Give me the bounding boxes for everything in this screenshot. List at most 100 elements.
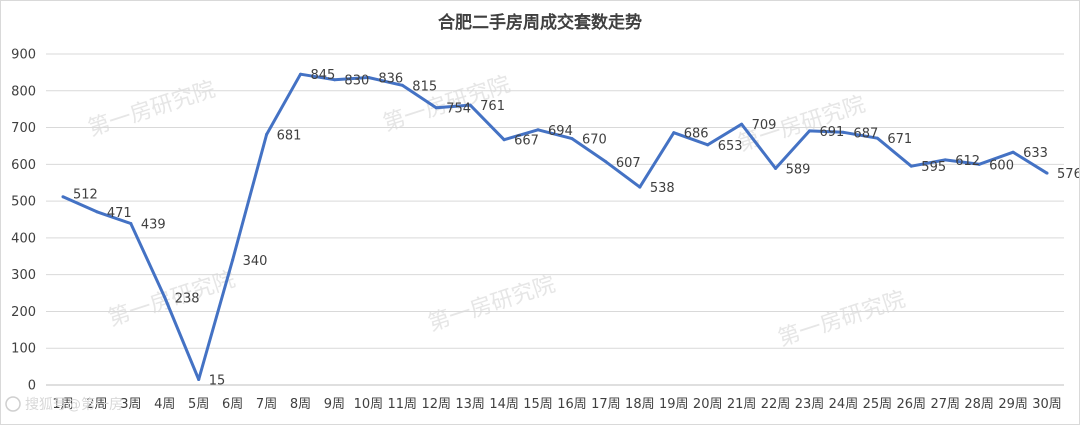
data-label: 830 <box>344 74 369 89</box>
y-tick-label: 100 <box>11 342 36 357</box>
data-label: 845 <box>311 68 336 83</box>
x-tick-label: 29周 <box>998 397 1028 412</box>
data-point <box>943 158 947 162</box>
data-label: 439 <box>141 218 166 233</box>
y-tick-label: 700 <box>11 121 36 136</box>
x-tick-label: 5周 <box>188 397 209 412</box>
data-point <box>332 78 336 82</box>
logo-icon <box>5 396 21 412</box>
y-tick-label: 400 <box>11 231 36 246</box>
x-tick-label: 18周 <box>625 397 655 412</box>
series-line <box>62 72 1048 381</box>
x-tick-label: 26周 <box>897 397 927 412</box>
data-point <box>604 160 608 164</box>
data-label: 576 <box>1057 167 1079 182</box>
watermark-text: 第一房研究院 <box>85 77 218 142</box>
logo: 搜狐号@第一房 <box>5 396 123 413</box>
logo-text: 搜狐号@第一房 <box>25 396 123 413</box>
data-point <box>1011 150 1015 154</box>
gridlines <box>46 53 1064 386</box>
series-layer <box>61 72 1049 381</box>
y-tick-label: 300 <box>11 268 36 283</box>
data-label: 671 <box>887 132 912 147</box>
data-labels: 512 471 439 238 15 340 681 845 830 836 815 754 761 66… <box>73 68 1079 388</box>
x-tick-label: 30周 <box>1032 397 1062 412</box>
data-point <box>909 164 913 168</box>
y-tick-label: 600 <box>11 158 36 173</box>
data-point <box>774 166 778 170</box>
data-label: 694 <box>548 124 573 139</box>
x-tick-label: 2周 <box>86 397 107 412</box>
x-tick-label: 23周 <box>795 397 825 412</box>
data-point <box>366 76 370 80</box>
data-point <box>977 162 981 166</box>
x-tick-label: 27周 <box>930 397 960 412</box>
data-point <box>706 143 710 147</box>
x-tick-label: 6周 <box>222 397 243 412</box>
data-label: 687 <box>853 126 878 141</box>
data-label: 681 <box>277 129 302 144</box>
data-label: 612 <box>955 154 980 169</box>
x-tick-label: 28周 <box>964 397 994 412</box>
x-tick-label: 15周 <box>523 397 553 412</box>
x-tick-label: 7周 <box>256 397 277 412</box>
data-label: 238 <box>175 291 200 306</box>
x-tick-label: 3周 <box>120 397 141 412</box>
data-label: 667 <box>514 134 539 149</box>
x-tick-label: 25周 <box>863 397 893 412</box>
x-tick-label: 17周 <box>591 397 621 412</box>
data-point <box>231 258 235 262</box>
data-label: 633 <box>1023 146 1048 161</box>
data-point <box>570 137 574 141</box>
data-label: 836 <box>378 72 403 87</box>
data-label: 691 <box>820 125 845 140</box>
data-point <box>672 131 676 135</box>
x-tick-label: 21周 <box>727 397 757 412</box>
watermark-text: 第一房研究院 <box>425 272 558 337</box>
y-tick-label: 900 <box>11 48 36 63</box>
data-point <box>95 210 99 214</box>
data-label: 471 <box>107 206 132 221</box>
y-tick-label: 0 <box>28 379 36 394</box>
data-point <box>841 130 845 134</box>
data-point <box>163 295 167 299</box>
data-point <box>1045 171 1049 175</box>
data-point <box>536 128 540 132</box>
x-tick-label: 9周 <box>324 397 345 412</box>
data-point <box>808 129 811 133</box>
data-point <box>129 222 133 226</box>
data-label: 686 <box>684 127 709 142</box>
chart-title: 合肥二手房周成交套数走势 <box>438 12 642 33</box>
data-label: 709 <box>752 118 777 133</box>
y-tick-label: 200 <box>11 305 36 320</box>
data-label: 15 <box>209 373 226 388</box>
data-point <box>502 138 506 142</box>
data-point <box>299 72 302 76</box>
data-point <box>61 195 65 199</box>
x-axis: 1周 2周 3周 4周 5周 6周 7周 8周 9周 10周 11周 12周 13周 14周 15周 16周 1… <box>52 397 1061 412</box>
data-point <box>400 83 404 87</box>
data-label: 754 <box>446 102 471 117</box>
data-label: 670 <box>582 133 607 148</box>
data-point <box>468 103 472 107</box>
x-tick-label: 20周 <box>693 397 723 412</box>
x-tick-label: 12周 <box>421 397 451 412</box>
x-tick-label: 1周 <box>52 397 73 412</box>
y-tick-label: 500 <box>11 195 36 210</box>
data-label: 538 <box>650 181 675 196</box>
y-tick-label: 800 <box>11 84 36 99</box>
data-label: 595 <box>921 160 946 175</box>
x-tick-label: 11周 <box>388 397 418 412</box>
x-tick-label: 16周 <box>557 397 587 412</box>
data-point <box>265 133 269 137</box>
x-tick-label: 22周 <box>761 397 791 412</box>
data-label: 761 <box>480 99 505 114</box>
x-tick-label: 24周 <box>829 397 859 412</box>
data-label: 512 <box>73 188 98 203</box>
x-tick-label: 8周 <box>290 397 311 412</box>
watermark-text: 第一房研究院 <box>775 287 908 352</box>
data-point <box>434 106 438 110</box>
data-label: 607 <box>616 156 641 171</box>
